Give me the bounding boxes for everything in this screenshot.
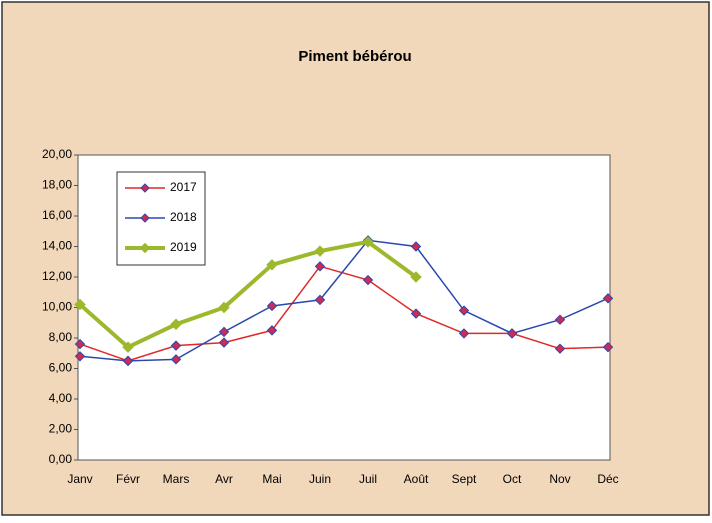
x-tick-label: Sept xyxy=(452,472,477,486)
y-tick-label: 18,00 xyxy=(42,178,72,192)
marker xyxy=(314,261,326,272)
legend-label: 2017 xyxy=(170,180,197,194)
legend-label: 2018 xyxy=(170,210,197,224)
marker xyxy=(362,274,374,286)
marker xyxy=(266,300,278,312)
marker xyxy=(602,293,614,304)
x-tick-label: Déc xyxy=(597,472,618,486)
legend-marker xyxy=(139,242,151,254)
y-tick-label: 8,00 xyxy=(49,330,73,344)
marker xyxy=(314,245,326,257)
y-tick-label: 12,00 xyxy=(42,269,72,283)
legend-marker xyxy=(140,183,150,193)
marker xyxy=(170,318,182,330)
marker xyxy=(122,355,134,367)
marker xyxy=(266,325,278,336)
x-tick-label: Mai xyxy=(262,472,281,486)
marker xyxy=(554,314,566,325)
x-tick-label: Août xyxy=(404,472,429,486)
x-tick-label: Juil xyxy=(359,472,377,486)
y-tick-label: 10,00 xyxy=(42,300,72,314)
marker xyxy=(458,328,470,339)
x-tick-label: Nov xyxy=(549,472,570,486)
marker xyxy=(266,259,278,271)
x-tick-label: Mars xyxy=(163,472,190,486)
marker xyxy=(122,341,134,353)
marker xyxy=(314,294,326,306)
marker xyxy=(362,236,374,248)
y-tick-label: 2,00 xyxy=(49,422,73,436)
marker xyxy=(506,328,518,339)
marker xyxy=(554,343,566,354)
y-tick-label: 0,00 xyxy=(49,452,73,466)
marker xyxy=(410,241,422,252)
marker xyxy=(218,326,230,338)
marker xyxy=(458,305,470,316)
y-tick-label: 16,00 xyxy=(42,208,72,222)
marker xyxy=(218,337,230,348)
marker xyxy=(74,351,86,362)
x-tick-label: Avr xyxy=(215,472,233,486)
x-tick-label: Juin xyxy=(309,472,331,486)
y-tick-label: 14,00 xyxy=(42,239,72,253)
x-tick-label: Janv xyxy=(67,472,92,486)
series-line xyxy=(79,239,609,362)
legend-label: 2019 xyxy=(170,240,197,254)
series-line xyxy=(79,265,609,362)
marker xyxy=(602,341,614,353)
chart-title: Piment bébérou xyxy=(298,48,411,65)
marker xyxy=(218,301,230,314)
marker xyxy=(74,298,86,311)
y-tick-label: 4,00 xyxy=(49,391,73,405)
marker xyxy=(170,340,182,351)
y-tick-label: 6,00 xyxy=(49,361,73,375)
marker xyxy=(170,354,182,365)
x-tick-label: Oct xyxy=(503,472,522,486)
marker xyxy=(410,271,422,283)
legend-marker xyxy=(140,213,150,223)
x-tick-label: Févr xyxy=(116,472,140,486)
y-tick-label: 20,00 xyxy=(42,147,72,161)
series-line xyxy=(78,239,418,350)
marker xyxy=(74,338,86,350)
marker xyxy=(410,308,422,319)
